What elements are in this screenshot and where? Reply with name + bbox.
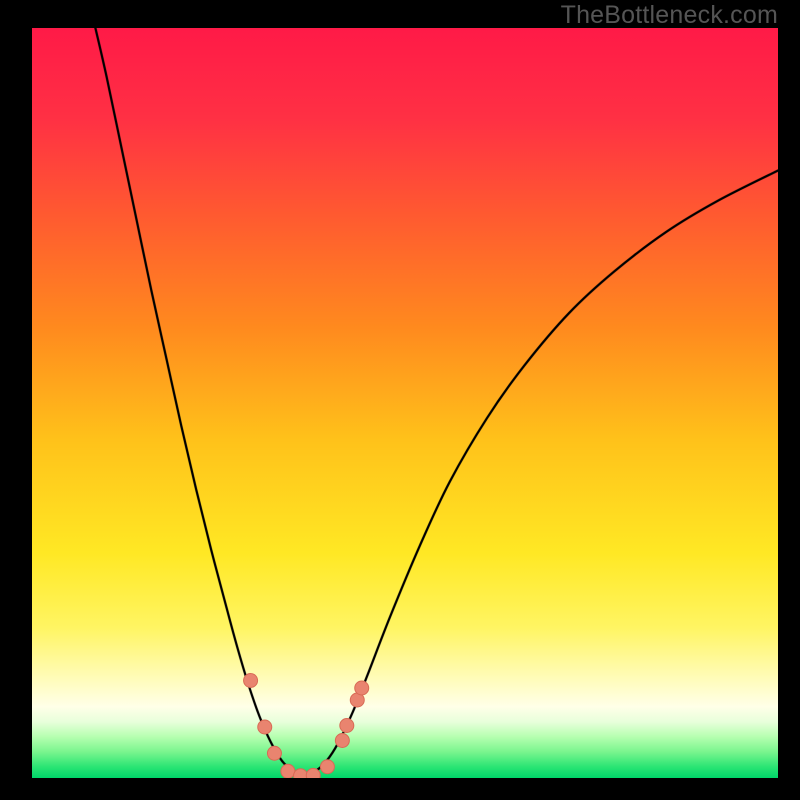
plot-area <box>32 28 778 778</box>
bottleneck-curve <box>32 28 778 778</box>
chart-frame: TheBottleneck.com <box>0 0 800 800</box>
watermark-text: TheBottleneck.com <box>561 1 778 30</box>
